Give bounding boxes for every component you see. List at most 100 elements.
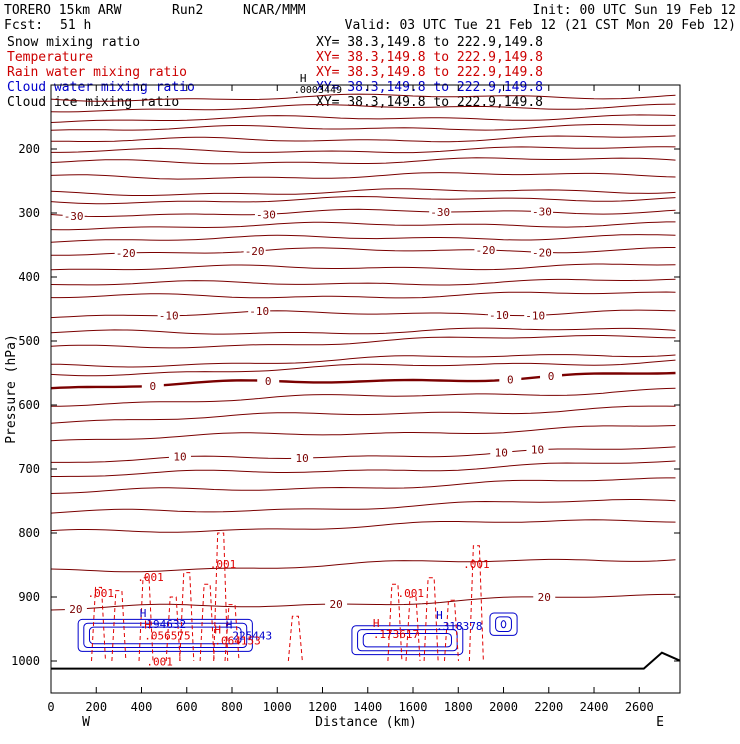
temperature-isotherm	[50, 477, 676, 494]
rain-max-marker: H	[373, 617, 380, 630]
fcst-value: 51 h	[60, 18, 91, 33]
cloud-water-contour	[77, 618, 253, 652]
rain-water-contour	[387, 583, 403, 662]
isotherm-label-bg	[64, 603, 87, 616]
isotherm-label: 10	[173, 451, 186, 464]
x-tick-label: 1800	[444, 700, 473, 714]
axes: 0 200 400 600 800 1000 1200 1400 1600 1800 2000 220…	[11, 85, 680, 714]
isotherm-label: -30	[430, 206, 450, 219]
isotherm-label-bg	[530, 246, 553, 259]
isotherm-label-bg	[487, 309, 510, 322]
cloud-water-max-value: .225443	[226, 629, 272, 642]
temperature-isotherm	[50, 359, 676, 377]
rain-water-contour	[443, 599, 459, 662]
temperature-isotherm	[51, 446, 676, 463]
cloud-water-contour	[88, 626, 242, 645]
legend-field-name: Cloud ice mixing ratio	[7, 95, 179, 110]
cloud-water-contour	[351, 625, 464, 656]
isotherm-label-bg	[524, 309, 547, 322]
isotherm-label-bg	[168, 450, 191, 463]
temperature-isotherm	[50, 188, 676, 196]
temperature-isotherm	[51, 460, 676, 477]
isotherm-label-bg	[490, 446, 513, 459]
isotherm-label: 0	[265, 375, 272, 388]
x-tick-label: 2200	[534, 700, 563, 714]
temperature-isotherm	[50, 354, 676, 368]
isotherm-label-bg	[254, 208, 277, 221]
x-tick-label: 2600	[625, 700, 654, 714]
rain-contour-label: .001	[210, 558, 237, 571]
temperature-isotherm	[51, 291, 676, 299]
x-tick-label: 2400	[580, 700, 609, 714]
isotherm-label: -30	[532, 206, 552, 219]
terrain-surface	[51, 651, 681, 670]
isotherm-label: 20	[69, 603, 82, 616]
rain-water-contour	[138, 577, 154, 662]
x-tick-label: 800	[221, 700, 243, 714]
rain-max-marker: H	[214, 624, 221, 637]
cloud-water-contour	[83, 622, 248, 649]
cloud-water-max-value: .318378	[436, 620, 482, 633]
y-tick-label: 500	[18, 334, 40, 348]
legend-field-name: Temperature	[7, 50, 93, 65]
temperature-isotherm	[50, 327, 676, 335]
x-tick-label: 1200	[308, 700, 337, 714]
snow-max-marker: H	[300, 72, 307, 85]
x-tick-label: 600	[176, 700, 198, 714]
isotherm-label: -10	[249, 305, 269, 318]
cloud-water-max-value: .194632	[140, 618, 186, 631]
isotherm-label: 0	[150, 380, 157, 393]
isotherm-label: 20	[538, 591, 551, 604]
legend-field-xy: XY= 38.3,149.8 to 222.9,149.8	[316, 50, 543, 65]
cloud-water-contour	[489, 612, 518, 636]
rain-max-value: .173617	[373, 628, 419, 641]
legend-field-name: Cloud water mixing ratio	[7, 80, 195, 95]
temperature-isotherm	[50, 221, 676, 231]
isotherm-label-bg	[62, 209, 85, 222]
isotherm-label-bg	[257, 374, 280, 387]
isotherm-label-bg	[114, 246, 137, 259]
rain-max-value: .064153	[214, 635, 260, 648]
isotherm-label-bg	[157, 309, 180, 322]
rain-water-contour	[199, 583, 215, 662]
isotherm-label: -20	[475, 244, 495, 257]
x-tick-label: 400	[131, 700, 153, 714]
east-label: E	[656, 715, 664, 730]
cloud-water-max-marker: H	[226, 618, 233, 631]
y-tick-label: 700	[18, 462, 40, 476]
temperature-isotherm	[50, 335, 676, 349]
rain-water-contour	[287, 615, 303, 662]
legend-field-xy: XY= 38.3,149.8 to 222.9,149.8	[316, 95, 543, 110]
temperature-isotherm	[50, 195, 676, 205]
legend-field-xy: XY= 38.3,149.8 to 222.9,149.8	[316, 65, 543, 80]
rain-water-contour	[224, 604, 240, 662]
temperature-isotherm	[50, 593, 676, 611]
isotherm-label: -20	[532, 246, 552, 259]
isotherm-label-bg	[540, 370, 563, 383]
x-axis-label: Distance (km)	[315, 715, 417, 730]
x-tick-label: 200	[85, 700, 107, 714]
isotherm-label-bg	[325, 598, 348, 611]
west-label: W	[82, 715, 90, 730]
temperature-isotherm	[50, 172, 676, 180]
y-tick-label: 900	[18, 590, 40, 604]
legend-field-xy: XY= 38.3,149.8 to 222.9,149.8	[316, 80, 543, 95]
plot-frame	[50, 84, 681, 694]
isotherm-label-bg	[248, 305, 271, 318]
isotherm-label: -30	[64, 210, 84, 223]
isotherm-label-bg	[429, 205, 452, 218]
rain-water-contours	[91, 532, 484, 662]
x-tick-label: 0	[47, 700, 54, 714]
rain-contour-label: .001	[88, 587, 115, 600]
rain-contour-label: .001	[146, 655, 173, 668]
temperature-isotherm	[50, 278, 676, 286]
rain-contour-label: .001	[137, 571, 164, 584]
isotherm-label: -10	[525, 309, 545, 322]
cloud-water-max-marker: H	[436, 609, 443, 622]
fcst-label: Fcst:	[4, 18, 43, 33]
y-axis-label: Pressure (hPa)	[4, 334, 19, 444]
temperature-isotherm	[51, 135, 676, 143]
isotherm-label-bg	[530, 205, 553, 218]
